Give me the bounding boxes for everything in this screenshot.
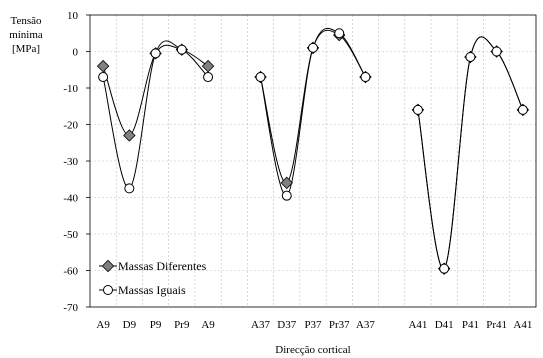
point-massas-iguais (360, 72, 371, 83)
y-axis-label-line2: mínima (9, 29, 43, 41)
x-tick-label: P9 (150, 319, 162, 331)
x-tick-label: Pr37 (329, 319, 350, 331)
series-line-massas-iguais (102, 40, 209, 189)
x-tick-label: A9 (96, 319, 110, 331)
y-tick-label: -60 (63, 266, 78, 278)
series-layer (96, 28, 530, 275)
x-tick-label: A37 (251, 319, 270, 331)
legend-label-massas-diferentes: Massas Diferentes (118, 259, 207, 273)
point-massas-diferentes (201, 59, 215, 73)
point-massas-diferentes (96, 59, 110, 73)
grid-lines (90, 14, 536, 308)
y-tick-label: -20 (63, 120, 78, 132)
x-tick-label: D41 (435, 319, 454, 331)
x-tick-label: A41 (513, 319, 532, 331)
y-axis-label-line1: Tensão (11, 15, 42, 27)
y-tick-label: -40 (63, 193, 78, 205)
y-tick-label: 10 (67, 10, 79, 22)
x-tick-labels: A9 D9 P9 Pr9 A9 A37 D37 P37 Pr37 A37 A41 D41 P41 Pr41… (96, 319, 532, 331)
legend: Massas Diferentes Massas Iguais (99, 259, 207, 297)
point-massas-iguais (517, 104, 528, 115)
point-massas-diferentes (123, 129, 136, 142)
point-massas-iguais (203, 72, 214, 83)
point-massas-iguais (334, 28, 345, 39)
x-tick-label: A9 (201, 319, 215, 331)
point-massas-iguais (255, 72, 266, 83)
point-massas-iguais (412, 104, 423, 115)
y-tick-label: 0 (73, 47, 79, 59)
x-tick-label: Pr9 (174, 319, 190, 331)
legend-marker-diamond (101, 259, 115, 273)
point-massas-iguais (465, 51, 476, 62)
point-massas-iguais (98, 72, 109, 83)
legend-marker-circle (103, 285, 113, 295)
point-massas-iguais (308, 42, 318, 53)
y-tick-labels: 10 0 -10 -20 -30 -40 -50 -60 -70 (63, 10, 90, 314)
x-tick-label: D9 (123, 319, 137, 331)
y-tick-label: -70 (63, 302, 78, 314)
x-tick-label: P37 (304, 319, 322, 331)
point-massas-diferentes (280, 176, 293, 190)
point-massas-iguais (176, 44, 187, 55)
x-tick-label: A37 (356, 319, 375, 331)
y-axis-label-line3: [MPa] (12, 43, 40, 55)
point-massas-iguais (491, 46, 502, 57)
point-massas-iguais (281, 190, 292, 201)
point-massas-iguais (439, 263, 450, 274)
series-line-massas-diferentes (260, 29, 366, 184)
legend-label-massas-iguais: Massas Iguais (118, 283, 186, 297)
x-tick-label: D37 (277, 319, 296, 331)
y-tick-label: -30 (63, 156, 78, 168)
point-massas-iguais (124, 183, 135, 194)
x-tick-label: P41 (462, 319, 479, 331)
series-line-massas-diferentes (102, 44, 209, 136)
point-massas-iguais (150, 48, 161, 59)
x-tick-label: A41 (408, 319, 427, 331)
x-tick-label: Pr41 (486, 319, 507, 331)
x-axis-label: Direcção cortical (275, 344, 350, 356)
y-tick-label: -50 (63, 229, 78, 241)
y-tick-label: -10 (63, 83, 78, 95)
